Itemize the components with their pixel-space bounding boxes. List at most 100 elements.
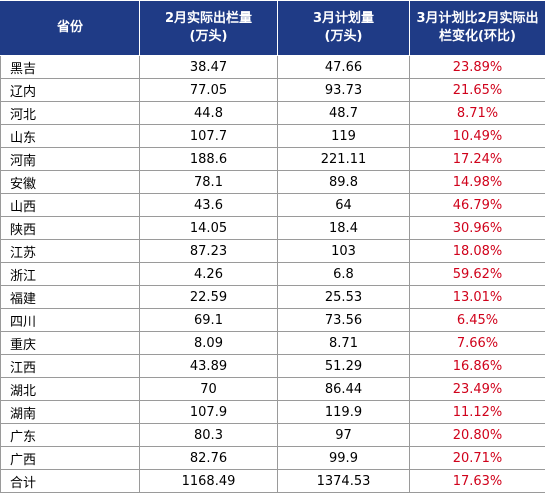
feb-actual-cell: 4.26 bbox=[140, 263, 278, 286]
feb-actual-cell: 78.1 bbox=[140, 171, 278, 194]
change-cell: 13.01% bbox=[410, 286, 545, 309]
change-cell: 10.49% bbox=[410, 125, 545, 148]
province-cell: 重庆 bbox=[1, 332, 140, 355]
change-cell: 20.71% bbox=[410, 447, 545, 470]
province-cell: 河南 bbox=[1, 148, 140, 171]
mar-plan-cell: 89.8 bbox=[278, 171, 410, 194]
mar-plan-cell: 25.53 bbox=[278, 286, 410, 309]
change-cell: 14.98% bbox=[410, 171, 545, 194]
feb-actual-cell: 77.05 bbox=[140, 79, 278, 102]
province-cell: 湖北 bbox=[1, 378, 140, 401]
mar-plan-cell: 93.73 bbox=[278, 79, 410, 102]
province-cell: 河北 bbox=[1, 102, 140, 125]
feb-actual-cell: 38.47 bbox=[140, 56, 278, 79]
feb-actual-cell: 1168.49 bbox=[140, 470, 278, 493]
province-cell: 江苏 bbox=[1, 240, 140, 263]
feb-actual-cell: 70 bbox=[140, 378, 278, 401]
feb-actual-cell: 107.7 bbox=[140, 125, 278, 148]
mar-plan-cell: 47.66 bbox=[278, 56, 410, 79]
header-feb-actual-line1: 2月实际出栏量 bbox=[165, 11, 252, 26]
mar-plan-cell: 86.44 bbox=[278, 378, 410, 401]
feb-actual-cell: 69.1 bbox=[140, 309, 278, 332]
change-cell: 30.96% bbox=[410, 217, 545, 240]
change-cell: 6.45% bbox=[410, 309, 545, 332]
change-cell: 17.63% bbox=[410, 470, 545, 493]
province-cell: 辽内 bbox=[1, 79, 140, 102]
province-cell: 四川 bbox=[1, 309, 140, 332]
province-cell: 陕西 bbox=[1, 217, 140, 240]
feb-actual-cell: 43.89 bbox=[140, 355, 278, 378]
change-cell: 23.49% bbox=[410, 378, 545, 401]
header-mar-plan-line2: (万头) bbox=[325, 29, 363, 44]
header-province: 省份 bbox=[1, 1, 140, 56]
mar-plan-cell: 64 bbox=[278, 194, 410, 217]
change-cell: 59.62% bbox=[410, 263, 545, 286]
change-cell: 7.66% bbox=[410, 332, 545, 355]
header-mar-plan: 3月计划量 (万头) bbox=[278, 1, 410, 56]
province-cell: 合计 bbox=[1, 470, 140, 493]
header-change: 3月计划比2月实际出 栏变化(环比) bbox=[410, 1, 545, 56]
change-cell: 11.12% bbox=[410, 401, 545, 424]
change-cell: 23.89% bbox=[410, 56, 545, 79]
feb-actual-cell: 107.9 bbox=[140, 401, 278, 424]
mar-plan-cell: 1374.53 bbox=[278, 470, 410, 493]
feb-actual-cell: 188.6 bbox=[140, 148, 278, 171]
province-cell: 福建 bbox=[1, 286, 140, 309]
province-cell: 黑吉 bbox=[1, 56, 140, 79]
mar-plan-cell: 103 bbox=[278, 240, 410, 263]
mar-plan-cell: 119 bbox=[278, 125, 410, 148]
mar-plan-cell: 48.7 bbox=[278, 102, 410, 125]
mar-plan-cell: 99.9 bbox=[278, 447, 410, 470]
feb-actual-cell: 14.05 bbox=[140, 217, 278, 240]
header-province-label: 省份 bbox=[57, 20, 83, 35]
change-cell: 8.71% bbox=[410, 102, 545, 125]
change-cell: 20.80% bbox=[410, 424, 545, 447]
change-cell: 18.08% bbox=[410, 240, 545, 263]
mar-plan-cell: 119.9 bbox=[278, 401, 410, 424]
feb-actual-cell: 22.59 bbox=[140, 286, 278, 309]
province-cell: 山东 bbox=[1, 125, 140, 148]
change-cell: 46.79% bbox=[410, 194, 545, 217]
province-cell: 湖南 bbox=[1, 401, 140, 424]
change-cell: 21.65% bbox=[410, 79, 545, 102]
change-cell: 16.86% bbox=[410, 355, 545, 378]
mar-plan-cell: 221.11 bbox=[278, 148, 410, 171]
mar-plan-cell: 18.4 bbox=[278, 217, 410, 240]
feb-actual-cell: 82.76 bbox=[140, 447, 278, 470]
province-cell: 山西 bbox=[1, 194, 140, 217]
province-cell: 浙江 bbox=[1, 263, 140, 286]
header-change-line1: 3月计划比2月实际出 bbox=[416, 11, 538, 26]
mar-plan-cell: 8.71 bbox=[278, 332, 410, 355]
province-cell: 安徽 bbox=[1, 171, 140, 194]
header-change-line2: 栏变化(环比) bbox=[439, 29, 516, 44]
mar-plan-cell: 51.29 bbox=[278, 355, 410, 378]
feb-actual-cell: 87.23 bbox=[140, 240, 278, 263]
feb-actual-cell: 8.09 bbox=[140, 332, 278, 355]
province-cell: 江西 bbox=[1, 355, 140, 378]
header-feb-actual-line2: (万头) bbox=[190, 29, 228, 44]
mar-plan-cell: 97 bbox=[278, 424, 410, 447]
feb-actual-cell: 44.8 bbox=[140, 102, 278, 125]
mar-plan-cell: 6.8 bbox=[278, 263, 410, 286]
header-row: 省份 2月实际出栏量 (万头) 3月计划量 (万头) 3月计划比2月实际出 栏变… bbox=[1, 1, 545, 56]
